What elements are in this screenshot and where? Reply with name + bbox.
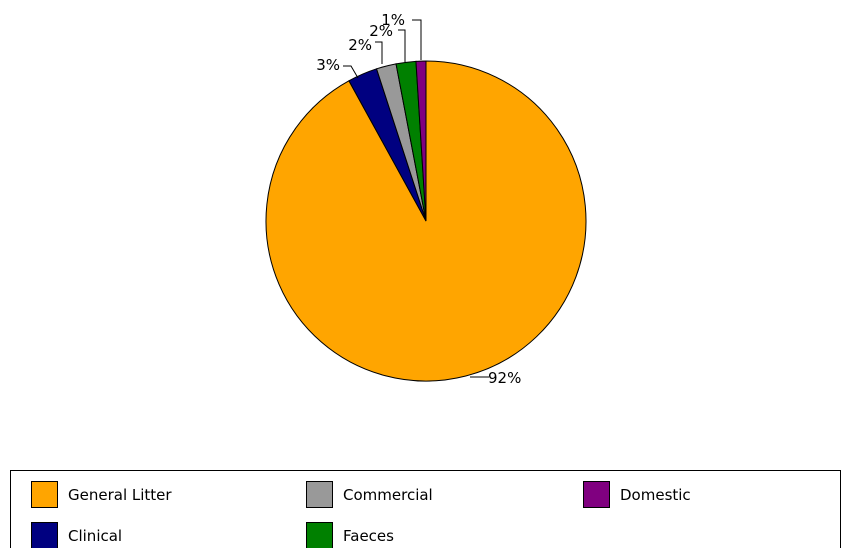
legend-label-clinical: Clinical: [68, 527, 122, 545]
legend-item-clinical: Clinical: [31, 522, 122, 548]
legend-swatch-faeces: [306, 522, 333, 548]
legend-label-general-litter: General Litter: [68, 486, 172, 504]
legend-label-faeces: Faeces: [343, 527, 394, 545]
legend-swatch-domestic: [583, 481, 610, 508]
legend-swatch-commercial: [306, 481, 333, 508]
leader-line-commercial: [375, 41, 383, 64]
value-label-domestic: 1%: [381, 11, 405, 29]
leader-line-domestic: [412, 19, 422, 60]
legend-label-domestic: Domestic: [620, 486, 691, 504]
legend-item-domestic: Domestic: [583, 481, 691, 508]
pie-value-labels: 92%3%2%2%1%: [316, 11, 521, 387]
leader-line-clinical: [343, 65, 359, 79]
pie-slices: [265, 60, 587, 382]
legend-label-commercial: Commercial: [343, 486, 433, 504]
value-label-clinical: 3%: [316, 56, 340, 74]
legend-frame: [10, 470, 841, 548]
legend-item-faeces: Faeces: [306, 522, 394, 548]
legend: General Litter Commercial Domestic Clinical…: [10, 470, 841, 548]
legend-swatch-clinical: [31, 522, 58, 548]
legend-swatch-general-litter: [31, 481, 58, 508]
value-label-faeces: 2%: [369, 22, 393, 40]
value-label-general-litter: 92%: [488, 369, 521, 387]
value-label-commercial: 2%: [348, 36, 372, 54]
leader-line-faeces: [398, 29, 406, 62]
legend-item-commercial: Commercial: [306, 481, 433, 508]
legend-item-general-litter: General Litter: [31, 481, 172, 508]
pie-slice-domestic: [415, 60, 427, 222]
